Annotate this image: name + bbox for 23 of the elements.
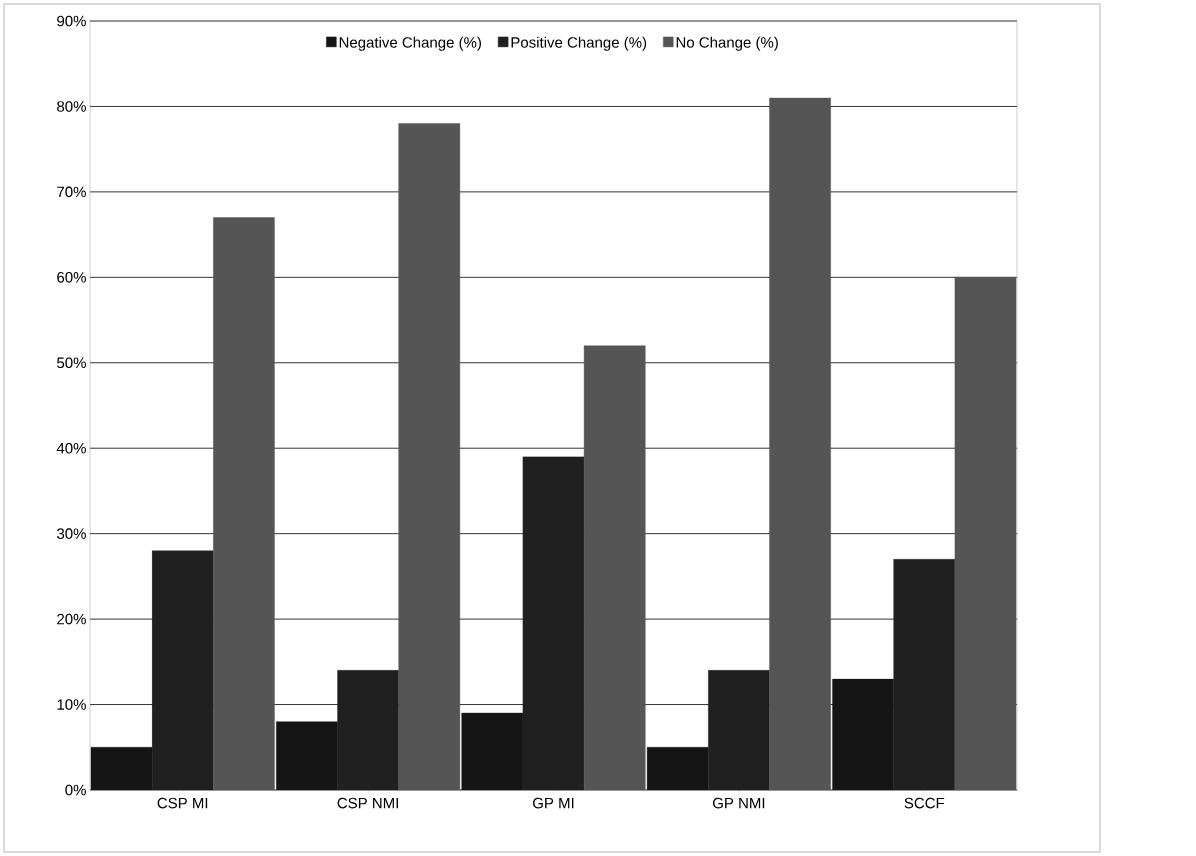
bar <box>954 277 1017 790</box>
x-tick-label: CSP MI <box>157 797 208 809</box>
y-tick-label: 70% <box>57 186 86 198</box>
legend-label: Positive Change (%) <box>511 36 647 51</box>
x-tick-label: SCCF <box>904 797 945 809</box>
bar <box>583 345 646 790</box>
y-tick-label: 0% <box>65 784 86 796</box>
legend-label: No Change (%) <box>676 36 778 51</box>
x-tick-label: GP MI <box>533 797 574 809</box>
y-tick-label: 30% <box>57 528 86 539</box>
y-tick-label: 20% <box>57 613 86 625</box>
x-tick-label: CSP NMI <box>337 797 398 809</box>
y-tick-label: 60% <box>57 272 86 283</box>
bar <box>213 217 275 790</box>
bar <box>769 97 831 790</box>
bar <box>398 123 461 790</box>
y-tick-label: 40% <box>56 442 86 454</box>
y-tick-label: 80% <box>57 101 86 112</box>
legend-label: Negative Change (%) <box>339 36 481 51</box>
x-tick-label: GP NMI <box>712 797 765 809</box>
y-tick-label: 90% <box>57 15 86 27</box>
y-tick-label: 10% <box>57 699 86 710</box>
y-tick-label: 50% <box>57 357 86 369</box>
